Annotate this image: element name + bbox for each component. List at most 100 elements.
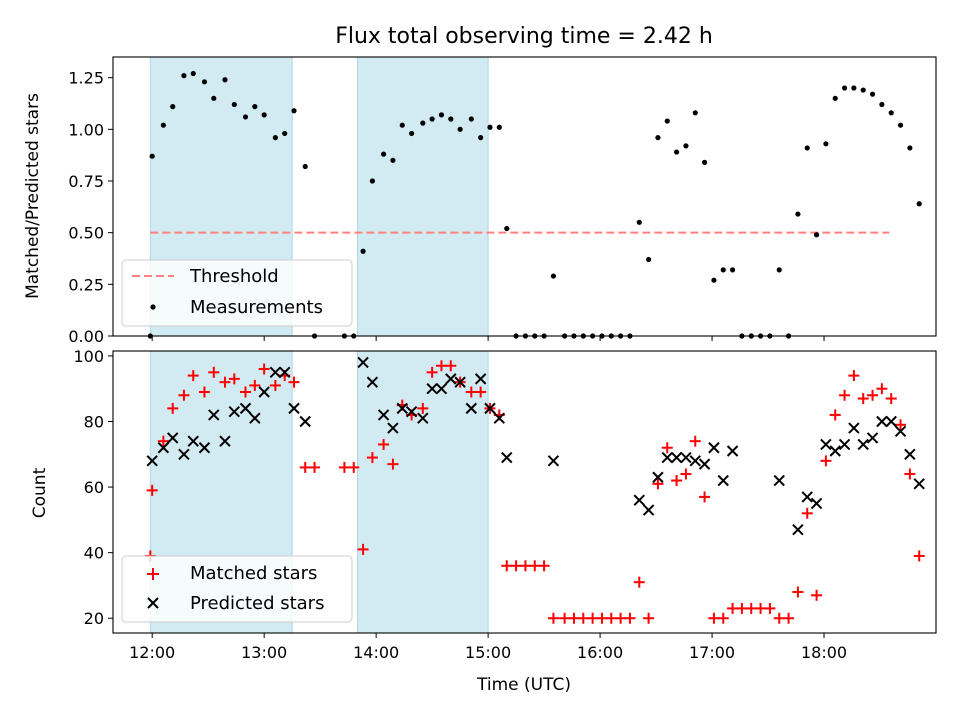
predicted-star-point bbox=[547, 455, 560, 467]
predicted-star-point bbox=[299, 415, 311, 428]
predicted-star-point bbox=[396, 402, 408, 415]
matched-star-point bbox=[417, 402, 429, 414]
predicted-star-point bbox=[493, 412, 506, 424]
matched-star-point bbox=[146, 484, 158, 496]
bottom-legend: Matched stars Predicted stars bbox=[121, 555, 353, 623]
measurement-point bbox=[170, 104, 176, 110]
matched-star-point bbox=[258, 363, 270, 375]
predicted-star-point bbox=[484, 402, 496, 415]
predicted-star-point bbox=[698, 458, 711, 470]
y-tick-label: 100 bbox=[73, 347, 104, 366]
matched-star-point bbox=[568, 612, 580, 624]
legend-matched-swatch bbox=[147, 568, 159, 580]
predicted-star-point bbox=[357, 356, 369, 369]
measurement-point bbox=[211, 95, 217, 101]
matched-star-point bbox=[727, 602, 739, 614]
predicted-star-point bbox=[249, 412, 261, 424]
matched-star-point bbox=[801, 507, 813, 519]
measurement-point bbox=[399, 122, 405, 128]
measurement-point bbox=[907, 145, 913, 151]
matched-star-point bbox=[717, 612, 729, 624]
legend-predicted-swatch bbox=[147, 597, 159, 609]
measurement-point bbox=[888, 110, 894, 116]
measurement-point bbox=[813, 232, 820, 238]
predicted-star-point bbox=[405, 405, 418, 418]
matched-star-point bbox=[783, 612, 795, 624]
matched-star-point bbox=[387, 458, 399, 470]
measurement-point bbox=[879, 101, 885, 108]
measurement-point bbox=[242, 114, 249, 120]
legend-measurements-label: Measurements bbox=[190, 297, 323, 318]
measurement-point bbox=[420, 120, 426, 126]
measurement-point bbox=[468, 116, 474, 122]
matched-star-point bbox=[219, 376, 231, 388]
predicted-stars-series bbox=[146, 356, 925, 536]
matched-star-point bbox=[167, 402, 179, 414]
measurement-point bbox=[636, 219, 642, 225]
predicted-star-point bbox=[670, 451, 683, 464]
matched-star-point bbox=[357, 543, 369, 555]
y-tick-label: 20 bbox=[84, 609, 104, 628]
predicted-star-point bbox=[894, 425, 907, 438]
matched-star-point bbox=[587, 612, 599, 624]
legend-measurements-swatch bbox=[150, 304, 156, 310]
x-tick-label: 18:00 bbox=[801, 643, 847, 662]
measurement-point bbox=[711, 277, 717, 283]
matched-star-point bbox=[643, 612, 655, 624]
shaded-interval bbox=[356, 56, 489, 337]
matched-star-point bbox=[615, 612, 627, 624]
predicted-star-point bbox=[435, 383, 448, 395]
matched-star-point bbox=[867, 389, 879, 401]
matched-star-point bbox=[378, 438, 390, 450]
top-axes-frame bbox=[112, 56, 937, 337]
matched-star-point bbox=[348, 461, 360, 473]
top-y-ticks: 0.00 0.25 0.50 0.75 1.00 1.25 bbox=[68, 69, 113, 346]
measurement-point bbox=[438, 112, 445, 118]
predicted-star-point bbox=[445, 373, 457, 385]
measurement-point bbox=[478, 135, 484, 141]
x-tick-label: 12:00 bbox=[129, 643, 175, 662]
matched-star-point bbox=[529, 560, 541, 572]
predicted-star-point bbox=[652, 471, 664, 483]
matched-star-point bbox=[671, 475, 683, 487]
predicted-star-point bbox=[454, 376, 466, 388]
predicted-star-point bbox=[829, 445, 841, 457]
predicted-star-point bbox=[288, 402, 300, 415]
predicted-star-point bbox=[848, 422, 860, 434]
matched-star-point bbox=[465, 386, 477, 398]
measurement-point bbox=[408, 130, 415, 137]
measurement-point bbox=[504, 225, 510, 232]
measurement-point bbox=[190, 70, 196, 77]
measurement-point bbox=[869, 91, 876, 97]
shaded-interval bbox=[356, 350, 489, 634]
bottom-legend-box bbox=[121, 555, 353, 623]
matched-star-point bbox=[519, 560, 531, 572]
x-tick-label: 14:00 bbox=[353, 643, 399, 662]
legend-threshold-label: Threshold bbox=[189, 266, 279, 287]
matched-star-point bbox=[426, 366, 438, 378]
y-tick-label: 40 bbox=[84, 544, 104, 563]
predicted-star-point bbox=[239, 402, 252, 415]
matched-star-point bbox=[187, 370, 199, 382]
top-panel: 0.00 0.25 0.50 0.75 1.00 1.25 Matched/Predict… bbox=[23, 56, 937, 346]
matched-star-point bbox=[435, 360, 447, 372]
top-x-ticks bbox=[151, 336, 825, 341]
predicted-star-point bbox=[913, 478, 925, 490]
matched-star-point bbox=[680, 468, 692, 480]
top-y-axis-label: Matched/Predicted stars bbox=[23, 93, 43, 299]
predicted-star-point bbox=[417, 412, 429, 424]
predicted-star-point bbox=[810, 497, 823, 510]
y-tick-label: 0.25 bbox=[68, 275, 104, 294]
matched-star-point bbox=[538, 560, 550, 572]
measurement-point bbox=[496, 124, 502, 130]
measurement-point bbox=[860, 87, 866, 93]
x-axis-label: Time (UTC) bbox=[476, 675, 571, 695]
matched-star-point bbox=[633, 576, 645, 588]
measurement-point bbox=[720, 267, 726, 273]
measurement-point bbox=[804, 145, 810, 151]
measurement-point bbox=[429, 116, 435, 122]
matched-star-point bbox=[366, 452, 378, 464]
predicted-star-point bbox=[426, 383, 438, 395]
y-tick-label: 0.75 bbox=[68, 172, 104, 191]
measurement-point bbox=[832, 95, 838, 101]
